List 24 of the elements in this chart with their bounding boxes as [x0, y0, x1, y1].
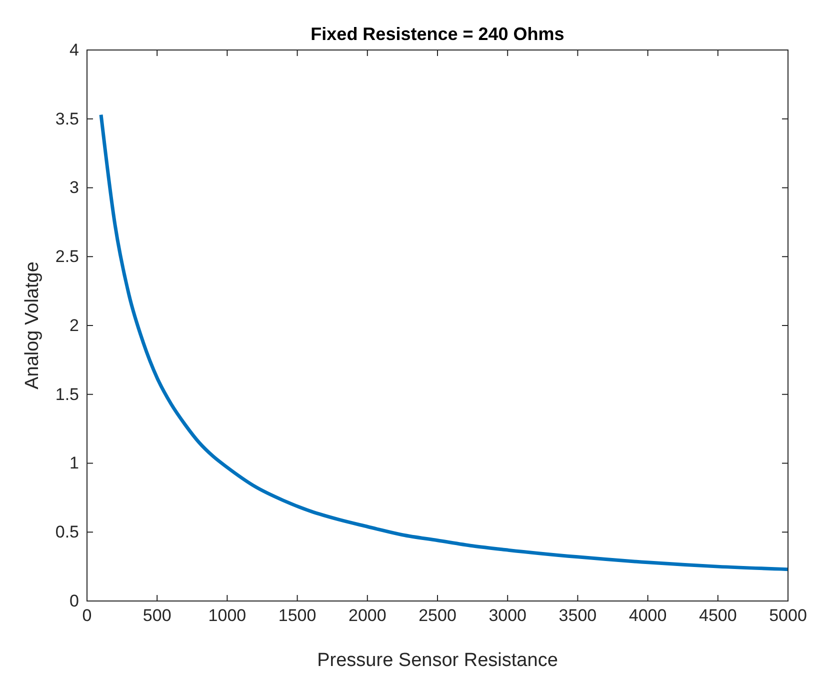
x-tick-label: 500	[142, 606, 172, 626]
x-axis-title: Pressure Sensor Resistance	[317, 650, 558, 671]
x-tick-label: 4000	[628, 606, 667, 626]
x-tick-label: 5000	[769, 606, 807, 626]
y-tick-label: 1.5	[55, 384, 79, 404]
x-tick-label: 2500	[418, 606, 456, 626]
x-tick-label: 3000	[488, 606, 527, 626]
x-tick-label: 3500	[558, 606, 597, 626]
y-tick-label: 0.5	[55, 522, 79, 542]
line-series	[99, 112, 790, 572]
x-tick-label: 0	[82, 606, 92, 626]
y-tick-label: 3	[70, 178, 79, 198]
y-tick-label: 1	[70, 454, 79, 473]
y-tick-label: 2.5	[55, 247, 79, 266]
y-tick-label: 2	[70, 316, 79, 335]
x-tick-label: 1000	[208, 606, 246, 626]
y-axis-title: Analog Volatge	[22, 262, 43, 390]
chart-title: Fixed Resistence = 240 Ohms	[310, 24, 564, 44]
x-tick-label: 1500	[278, 606, 316, 626]
x-tick-label: 2000	[348, 606, 386, 626]
y-tick-label: 3.5	[55, 109, 79, 128]
y-tick-label: 4	[70, 40, 79, 60]
y-tick-label: 0	[70, 591, 79, 610]
x-tick-label: 4500	[698, 606, 737, 626]
